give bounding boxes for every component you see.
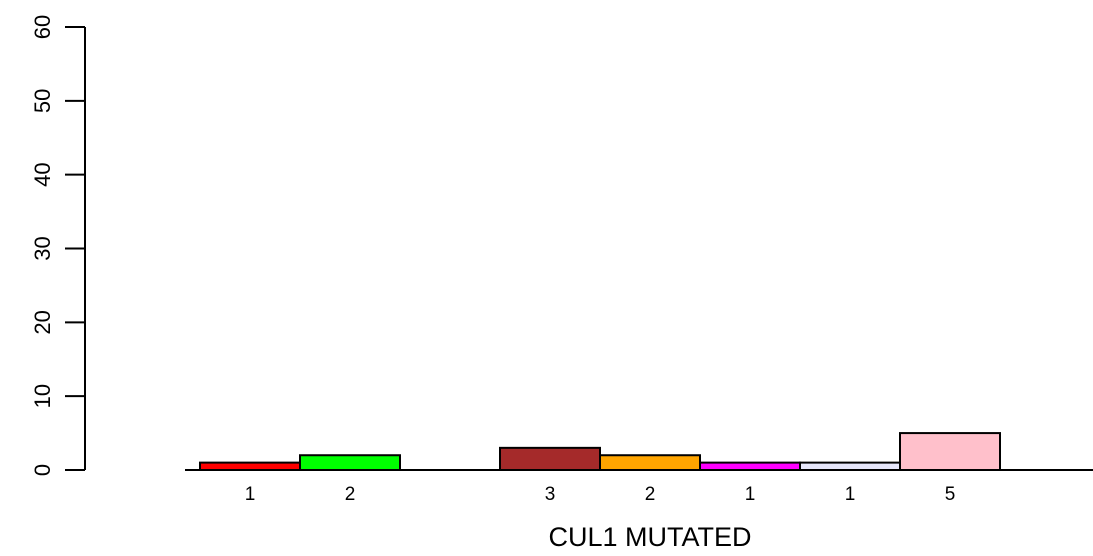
bar bbox=[299, 454, 401, 472]
bar-count-label: 5 bbox=[945, 484, 956, 505]
bar bbox=[499, 446, 601, 472]
y-tick-label: 60 bbox=[30, 15, 55, 39]
bar bbox=[599, 454, 701, 472]
bar bbox=[699, 461, 801, 472]
bar-count-label: 1 bbox=[845, 484, 856, 505]
bar-count-label: 3 bbox=[545, 484, 556, 505]
y-tick-label: 0 bbox=[30, 464, 55, 476]
bar-count-label: 2 bbox=[345, 484, 356, 505]
bars-group bbox=[199, 432, 1001, 472]
y-tick-label: 30 bbox=[30, 236, 55, 260]
bar-count-label: 2 bbox=[645, 484, 656, 505]
y-tick-label: 40 bbox=[30, 162, 55, 186]
bar bbox=[899, 432, 1001, 472]
bar-count-label: 1 bbox=[745, 484, 756, 505]
y-axis: 0 10 20 30 40 50 60 bbox=[30, 15, 86, 476]
bar bbox=[799, 461, 901, 472]
x-axis-title: CUL1 MUTATED bbox=[548, 522, 751, 552]
bar bbox=[199, 461, 301, 472]
y-tick-label: 10 bbox=[30, 384, 55, 408]
y-tick-label: 50 bbox=[30, 89, 55, 113]
bar-labels-group: 1 2 3 2 1 1 5 bbox=[245, 484, 956, 505]
y-tick-label: 20 bbox=[30, 310, 55, 334]
bar-count-label: 1 bbox=[245, 484, 256, 505]
